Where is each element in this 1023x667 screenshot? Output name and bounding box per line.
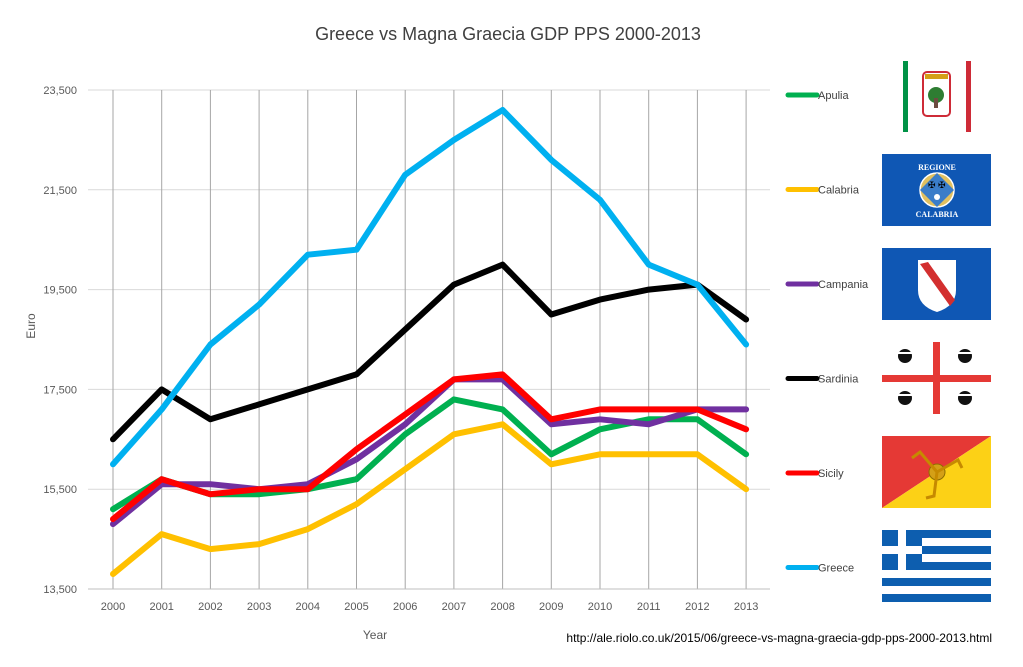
x-tick-label: 2005 xyxy=(344,601,368,613)
y-tick-label: 15,500 xyxy=(43,484,77,496)
x-axis-title: Year xyxy=(363,628,387,642)
x-tick-label: 2010 xyxy=(588,601,612,613)
x-tick-label: 2001 xyxy=(149,601,173,613)
legend-label: Campania xyxy=(818,279,869,291)
x-tick-label: 2006 xyxy=(393,601,417,613)
sardinia-flag xyxy=(882,342,991,414)
campania-flag xyxy=(882,248,991,320)
legend-label: Calabria xyxy=(818,185,860,197)
legend-label: Greece xyxy=(818,563,854,575)
greece-flag xyxy=(882,530,991,602)
series-lines xyxy=(110,107,750,577)
y-tick-label: 21,500 xyxy=(43,185,77,197)
y-tick-label: 17,500 xyxy=(43,384,77,396)
series-line-sardinia xyxy=(110,261,750,443)
series-line-greece xyxy=(110,107,750,468)
legend-item-greece: Greece xyxy=(785,563,854,575)
calabria-flag-top-text: REGIONE xyxy=(918,163,956,172)
x-tick-label: 2002 xyxy=(198,601,222,613)
legend-item-sicily: Sicily xyxy=(785,468,844,480)
legend: Apulia Calabria Campania Sardinia Sicily Gree… xyxy=(785,90,869,575)
legend-label: Sicily xyxy=(818,468,844,480)
legend-item-sardinia: Sardinia xyxy=(785,374,859,386)
x-tick-label: 2000 xyxy=(101,601,125,613)
legend-label: Apulia xyxy=(818,90,849,102)
y-gridlines xyxy=(88,89,770,490)
source-url: http://ale.riolo.co.uk/2015/06/greece-vs… xyxy=(566,631,992,645)
calabria-flag: REGIONE CALABRIA ✠ ✠ xyxy=(882,154,991,226)
x-tick-label: 2011 xyxy=(637,601,661,613)
series-line-calabria xyxy=(110,421,750,577)
sicily-flag xyxy=(882,436,991,508)
y-tick-label: 23,500 xyxy=(43,85,77,97)
svg-text:✠: ✠ xyxy=(938,180,946,190)
x-tick-label: 2007 xyxy=(442,601,466,613)
y-tick-label: 13,500 xyxy=(43,584,77,596)
x-tick-label: 2013 xyxy=(734,601,758,613)
series-line-sicily xyxy=(110,371,750,523)
x-tick-labels: 2000 2001 2002 2003 2004 2005 2006 2007 2008 2009… xyxy=(101,601,759,613)
legend-label: Sardinia xyxy=(818,374,859,386)
legend-item-calabria: Calabria xyxy=(785,185,860,197)
calabria-flag-bottom-text: CALABRIA xyxy=(916,210,959,219)
x-gridlines xyxy=(112,90,747,589)
chart-title: Greece vs Magna Graecia GDP PPS 2000-201… xyxy=(315,24,701,44)
series-line-campania xyxy=(110,376,750,528)
x-tick-label: 2004 xyxy=(296,601,320,613)
svg-text:✠: ✠ xyxy=(928,180,936,190)
legend-item-apulia: Apulia xyxy=(785,90,849,102)
x-tick-label: 2003 xyxy=(247,601,271,613)
x-tick-label: 2012 xyxy=(685,601,709,613)
y-tick-label: 19,500 xyxy=(43,285,77,297)
x-tick-label: 2008 xyxy=(490,601,514,613)
apulia-flag xyxy=(903,61,971,132)
x-tick-label: 2009 xyxy=(539,601,563,613)
legend-item-campania: Campania xyxy=(785,279,869,291)
y-tick-labels: 13,500 15,500 17,500 19,500 21,500 23,500 xyxy=(43,85,77,596)
y-axis-title: Euro xyxy=(24,313,38,339)
